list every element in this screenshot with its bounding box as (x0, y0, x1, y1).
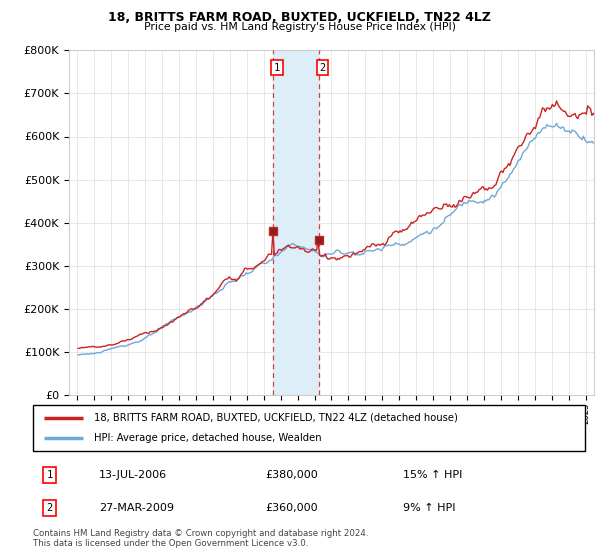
Text: £380,000: £380,000 (265, 470, 317, 480)
Text: 27-MAR-2009: 27-MAR-2009 (99, 503, 174, 513)
Text: 18, BRITTS FARM ROAD, BUXTED, UCKFIELD, TN22 4LZ (detached house): 18, BRITTS FARM ROAD, BUXTED, UCKFIELD, … (94, 413, 458, 423)
Text: 18, BRITTS FARM ROAD, BUXTED, UCKFIELD, TN22 4LZ: 18, BRITTS FARM ROAD, BUXTED, UCKFIELD, … (109, 11, 491, 24)
Text: This data is licensed under the Open Government Licence v3.0.: This data is licensed under the Open Gov… (33, 539, 308, 548)
FancyBboxPatch shape (33, 405, 585, 451)
Text: 15% ↑ HPI: 15% ↑ HPI (403, 470, 462, 480)
Text: 9% ↑ HPI: 9% ↑ HPI (403, 503, 455, 513)
Text: 1: 1 (274, 63, 280, 73)
Text: Contains HM Land Registry data © Crown copyright and database right 2024.: Contains HM Land Registry data © Crown c… (33, 529, 368, 538)
Text: HPI: Average price, detached house, Wealden: HPI: Average price, detached house, Weal… (94, 433, 322, 443)
Text: 2: 2 (319, 63, 326, 73)
Text: 1: 1 (46, 470, 53, 480)
Text: 13-JUL-2006: 13-JUL-2006 (99, 470, 167, 480)
Text: Price paid vs. HM Land Registry's House Price Index (HPI): Price paid vs. HM Land Registry's House … (144, 22, 456, 32)
Bar (273, 50, 319, 395)
Text: 2: 2 (46, 503, 53, 513)
Text: £360,000: £360,000 (265, 503, 317, 513)
